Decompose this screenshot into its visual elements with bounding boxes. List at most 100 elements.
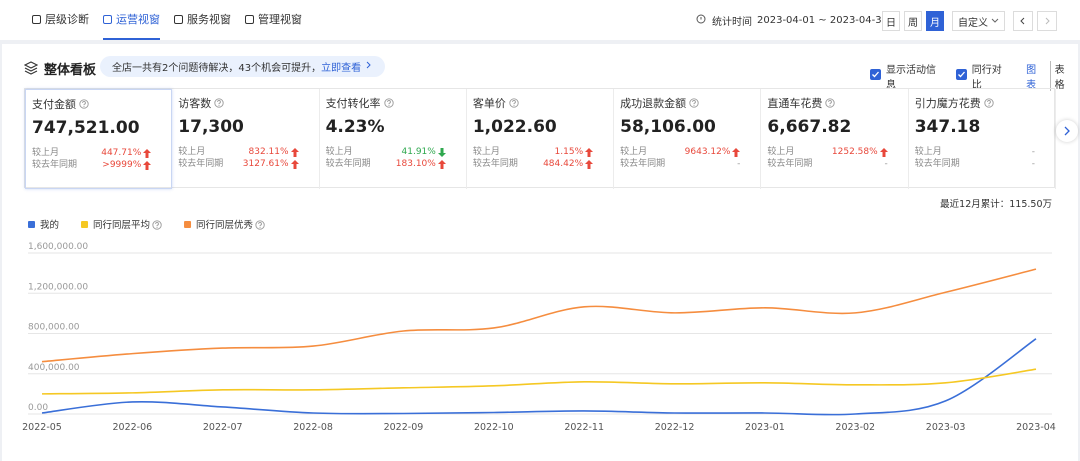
compare-label: 较去年同期 [473,159,518,169]
help-icon [981,98,994,108]
compare-label: 较去年同期 [178,159,223,169]
period-button[interactable]: 周 [904,11,922,31]
board-title: 整体看板 [44,59,96,78]
compare-label: 较去年同期 [915,159,960,169]
metric-compare: 较去年同期 484.42% [473,158,613,170]
help-icon [506,98,519,108]
clock-icon [696,14,712,27]
compare-value: - [737,158,740,170]
tab-label: 服务视窗 [187,11,231,27]
x-tick-label: 2022-09 [384,422,424,433]
stat-range: 2023-04-01 ~ 2023-04-30 [757,15,888,26]
metric-title: 支付转化率 [326,95,466,111]
compare-value: >9999% [102,159,141,171]
notice: 全店一共有2个问题待解决，43个机会可提升，立即查看 [100,56,385,77]
tab[interactable]: 管理视窗 [245,0,302,40]
compare-value: - [884,158,887,170]
spacer [178,137,318,146]
scroll-right-button[interactable] [1056,120,1078,142]
tab[interactable]: 层级诊断 [32,0,89,40]
metric-title: 客单价 [473,95,613,111]
x-tick-label: 2022-12 [655,422,695,433]
metric-compare: 较上月1.15% [473,146,613,158]
help-icon [822,98,835,108]
series-line [42,269,1036,362]
compare-label: 较上月 [915,147,942,157]
compare-label: 较上月 [32,148,59,158]
metric-card[interactable]: 成功退款金额58,106.00较上月9643.12%较去年同期- [614,89,761,189]
tab-icon [245,15,254,24]
trend-arrow [143,161,151,174]
metric-value: 6,667.82 [767,117,907,137]
legend-swatch [184,221,191,228]
compare-label: 较去年同期 [767,159,812,169]
period-label: 日 [886,14,896,29]
x-tick-label: 2022-10 [474,422,514,433]
period-button[interactable]: 自定义 [952,11,1005,31]
period-label: 自定义 [958,14,988,29]
compare-label: 较上月 [178,147,205,157]
metric-title-text: 直通车花费 [767,95,822,111]
metric-card[interactable]: 直通车花费 6,667.82 较上月1252.58%较去年同期 - [761,89,908,189]
x-tick-label: 2023-01 [745,422,785,433]
compare-label: 较去年同期 [620,159,665,169]
checkbox-label: 同行对比 [972,61,1010,91]
view-toggle[interactable]: 表格 [1050,61,1078,91]
spacer [32,138,171,147]
prev-button[interactable] [1013,11,1033,31]
metric-title-text: 引力魔方花费 [915,95,981,111]
compare-label: 较上月 [326,147,353,157]
metric-title: 成功退款金额 [620,95,760,111]
period-button[interactable]: 月 [926,11,944,31]
help-icon [153,221,161,229]
help-icon [686,98,699,108]
trend-chart: 最近12月累计：115.50万我的同行同层平均同行同层优秀0.00400,000… [0,195,1080,461]
metric-card[interactable]: 支付金额747,521.00较上月447.71%较去年同期>9999% [25,89,172,189]
checkbox-option[interactable]: 显示活动信息 [870,61,944,91]
x-tick-label: 2023-04 [1016,422,1056,433]
legend-label: 同行同层平均 [93,219,150,231]
period-button[interactable]: 日 [882,11,900,31]
x-tick-label: 2022-07 [203,422,243,433]
metric-title-text: 客单价 [473,95,506,111]
compare-label: 较上月 [767,147,794,157]
period-label: 月 [930,14,940,29]
compare-value: 484.42% [543,158,583,170]
metric-title: 直通车花费 [767,95,907,111]
metric-value: 747,521.00 [32,118,171,138]
compare-value: 832.11% [249,146,289,158]
metric-card[interactable]: 引力魔方花费347.18较上月-较去年同期- [909,89,1056,189]
metric-title: 支付金额 [32,96,171,112]
compare-value: - [1032,146,1035,158]
tab-label: 运营视窗 [116,11,160,27]
metric-card[interactable]: 支付转化率4.23%较上月41.91%较去年同期183.10% [320,89,467,189]
metric-compare: 较上月1252.58% [767,146,907,158]
tab-icon [174,15,183,24]
board-options: 显示活动信息同行对比图表表格 [870,61,1078,91]
metric-value: 4.23% [326,117,466,137]
help-icon [211,98,224,108]
y-tick-label: 0.00 [28,403,48,413]
x-tick-label: 2022-08 [293,422,333,433]
metric-title-text: 访客数 [178,95,211,111]
compare-value: - [1032,158,1035,170]
view-toggle[interactable]: 图表 [1022,61,1049,91]
compare-label: 较去年同期 [32,160,77,170]
tab[interactable]: 运营视窗 [103,0,160,40]
metric-compare: 较上月 - [915,146,1055,158]
summary: 最近12月累计：115.50万 [940,198,1052,210]
metric-title-text: 支付转化率 [326,95,381,111]
metric-card[interactable]: 访客数17,300较上月832.11%较去年同期3127.61% [172,89,319,189]
checkbox-option[interactable]: 同行对比 [956,61,1010,91]
tab[interactable]: 服务视窗 [174,0,231,40]
next-button[interactable] [1037,11,1057,31]
metric-title: 引力魔方花费 [915,95,1055,111]
y-tick-label: 1,600,000.00 [28,242,88,252]
notice-link[interactable]: 立即查看 [321,59,361,74]
y-tick-label: 800,000.00 [28,323,80,333]
spacer [620,137,760,146]
legend-label: 我的 [40,219,59,231]
compare-value: 1.15% [555,146,584,158]
compare-label: 较上月 [620,147,647,157]
metric-card[interactable]: 客单价1,022.60较上月1.15%较去年同期484.42% [467,89,614,189]
